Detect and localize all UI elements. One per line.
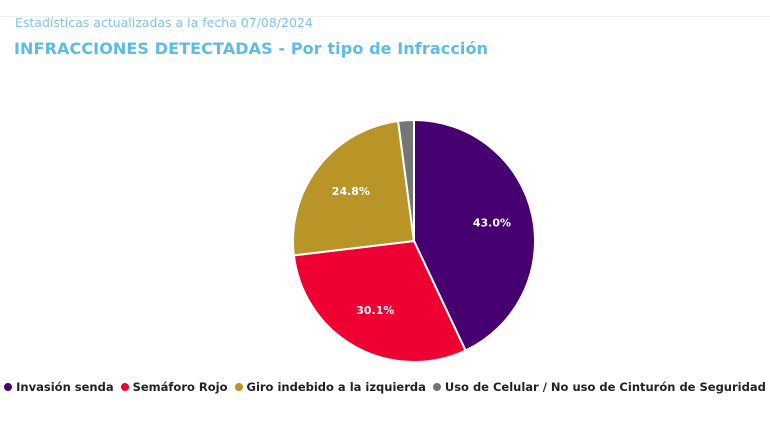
slice-data-label-0: 43.0%: [473, 217, 511, 230]
pie-slice-3[interactable]: [396, 118, 415, 242]
legend-marker: [120, 383, 129, 391]
chart-legend: Invasión senda Semáforo Rojo Giro indebido…: [0, 380, 770, 394]
legend-item-1[interactable]: Semáforo Rojo: [120, 380, 228, 394]
pie-slice-2[interactable]: [292, 119, 416, 257]
legend-marker: [234, 383, 243, 391]
slice-data-label-2: 24.8%: [332, 185, 370, 198]
legend-item-3[interactable]: Uso de Celular / No uso de Cinturón de S…: [432, 380, 766, 394]
legend-marker: [4, 383, 13, 391]
slice-data-label-1: 30.1%: [356, 304, 394, 317]
legend-label: Semáforo Rojo: [132, 380, 228, 394]
legend-item-0[interactable]: Invasión senda: [4, 380, 114, 394]
top-divider: [0, 16, 770, 17]
legend-label: Uso de Celular / No uso de Cinturón de S…: [444, 380, 766, 394]
legend-label: Invasión senda: [16, 380, 114, 394]
legend-marker: [432, 383, 441, 391]
legend-item-2[interactable]: Giro indebido a la izquierda: [234, 380, 426, 394]
legend-label: Giro indebido a la izquierda: [246, 380, 426, 394]
chart-title: INFRACCIONES DETECTADAS - Por tipo de In…: [14, 39, 489, 58]
last-updated-text: Estadísticas actualizadas a la fecha 07/…: [15, 15, 313, 30]
pie-slice-1[interactable]: [292, 239, 467, 363]
pie-slice-0[interactable]: [413, 118, 536, 352]
